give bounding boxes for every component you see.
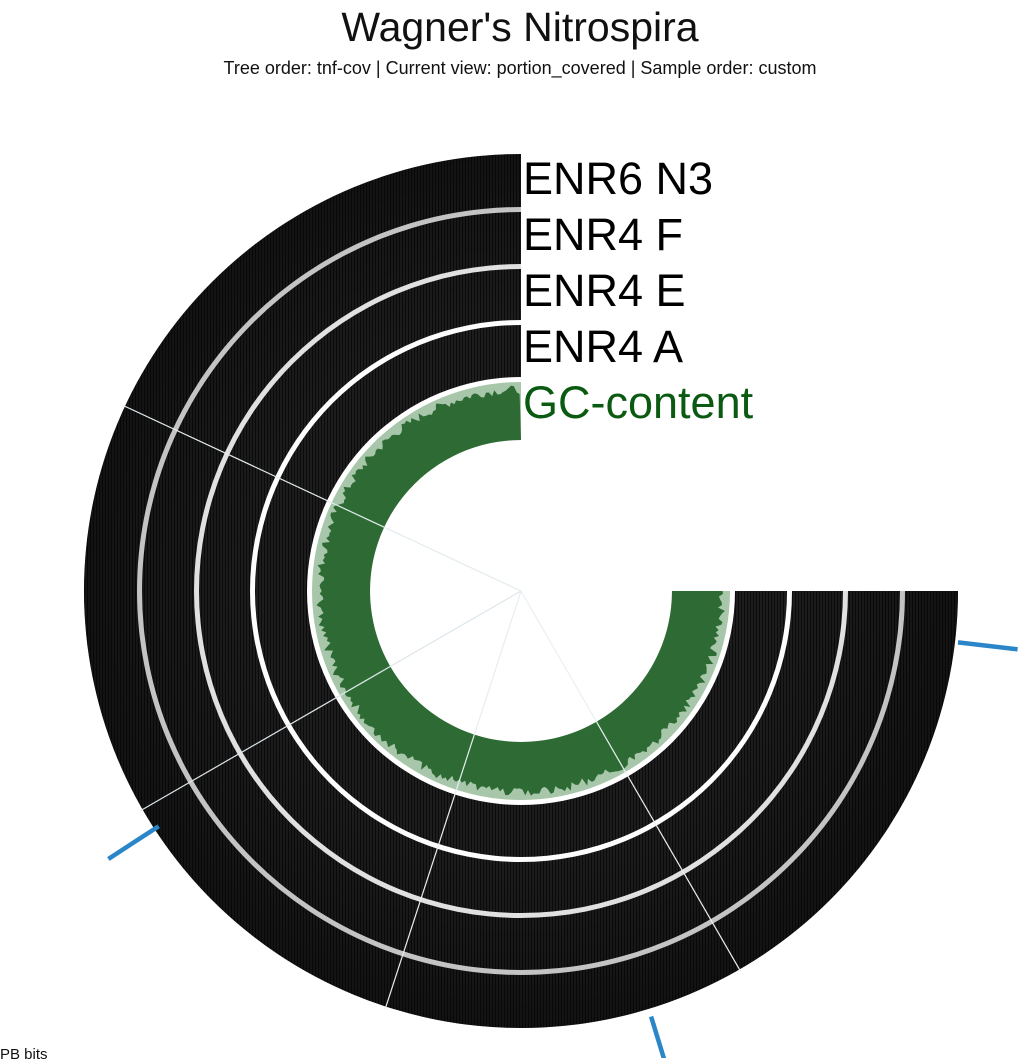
page-title: Wagner's Nitrospira: [341, 4, 699, 50]
dendrogram-lines: [121, 404, 742, 1010]
bin-marker[interactable]: [957, 640, 1018, 652]
page-subtitle: Tree order: tnf-cov | Current view: port…: [223, 58, 817, 78]
legend-label-partial: PB bits: [0, 1046, 48, 1063]
tree-branch: [384, 590, 522, 1010]
layer-label-enr4-f: ENR4 F: [523, 209, 683, 260]
tree-branch: [520, 590, 742, 973]
layer-labels: ENR6 N3 ENR4 F ENR4 E ENR4 A GC-content: [523, 153, 754, 428]
ring-shading: [84, 154, 958, 1028]
bin-marker[interactable]: [648, 1015, 669, 1058]
tree-branch: [121, 404, 522, 592]
collection-markers: [107, 640, 1018, 1058]
bin-marker[interactable]: [107, 824, 160, 861]
layer-label-gc-content: GC-content: [523, 377, 754, 428]
layer-label-enr6-n3: ENR6 N3: [523, 153, 713, 204]
layer-label-enr4-a: ENR4 A: [523, 321, 683, 372]
tree-branch: [139, 590, 522, 812]
sample-rings: [84, 154, 958, 1028]
layer-label-enr4-e: ENR4 E: [523, 265, 686, 316]
